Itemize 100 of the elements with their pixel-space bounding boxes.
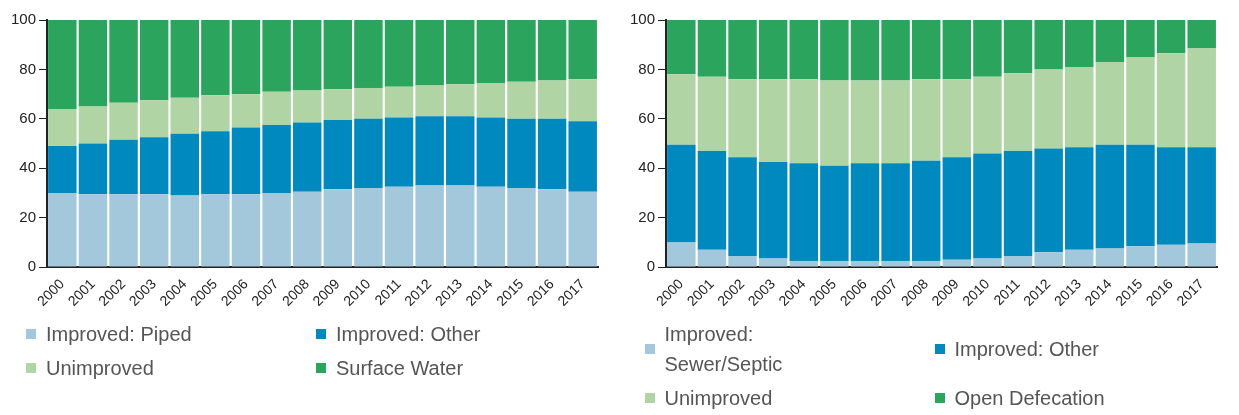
bar xyxy=(1125,144,1155,247)
bar xyxy=(170,97,199,134)
bar xyxy=(972,153,1002,259)
y-tick-label: 0 xyxy=(646,257,655,275)
bar xyxy=(666,144,696,243)
bar xyxy=(1064,66,1093,148)
bar xyxy=(1064,249,1093,267)
bar xyxy=(568,79,597,122)
bar xyxy=(1095,20,1124,63)
bar xyxy=(727,79,757,158)
y-tick-label: 100 xyxy=(11,10,37,28)
legend-label: Unimproved xyxy=(664,386,773,411)
bar xyxy=(727,157,757,256)
bar xyxy=(48,108,77,147)
bar xyxy=(880,163,910,261)
bar xyxy=(446,20,475,85)
bar xyxy=(78,20,108,107)
bar xyxy=(354,118,383,189)
bar xyxy=(292,191,322,267)
bar xyxy=(727,20,757,80)
bar xyxy=(78,143,108,195)
bar xyxy=(170,20,199,98)
bar xyxy=(789,260,818,267)
bar xyxy=(139,194,169,267)
bar xyxy=(1125,57,1155,145)
bar xyxy=(819,260,849,267)
bar xyxy=(911,260,940,267)
bar xyxy=(139,20,169,101)
y-tick-label: 0 xyxy=(27,257,37,275)
bar xyxy=(1064,147,1093,250)
bar xyxy=(507,188,536,267)
bar xyxy=(942,157,971,260)
bar xyxy=(1186,147,1216,244)
bar xyxy=(850,260,879,267)
bar xyxy=(476,117,506,187)
bar xyxy=(697,76,726,151)
bar xyxy=(942,20,971,80)
bar xyxy=(880,20,910,81)
bar xyxy=(972,258,1002,267)
bar xyxy=(170,195,199,267)
bar xyxy=(323,120,353,190)
bar xyxy=(911,79,940,161)
bar xyxy=(789,79,818,164)
bar xyxy=(415,185,444,267)
bar xyxy=(1033,20,1063,70)
bar xyxy=(384,186,414,267)
bar xyxy=(697,249,726,267)
bar xyxy=(170,133,199,196)
bar xyxy=(1125,20,1155,58)
y-tick-label: 60 xyxy=(19,108,37,126)
bar xyxy=(1033,252,1063,267)
bar xyxy=(537,80,567,119)
bar xyxy=(507,81,536,119)
bar xyxy=(1186,243,1216,267)
bar xyxy=(758,20,787,80)
bar xyxy=(1156,244,1185,267)
bar xyxy=(384,20,414,87)
bar xyxy=(354,20,383,88)
bar xyxy=(139,100,169,138)
bar xyxy=(850,20,879,81)
legend-label: Open Defecation xyxy=(954,386,1105,411)
legend-label: Improved: Sewer/Septic xyxy=(664,322,784,377)
y-tick-label: 80 xyxy=(19,59,37,77)
bar xyxy=(537,20,567,81)
bar xyxy=(323,20,353,90)
legend-label: Improved: Other xyxy=(336,322,481,347)
bar xyxy=(819,20,849,81)
bar xyxy=(1095,144,1124,249)
bar xyxy=(666,242,696,267)
bar xyxy=(537,118,567,190)
bar xyxy=(1003,73,1032,151)
y-tick-label: 40 xyxy=(19,158,37,176)
bar xyxy=(292,20,322,91)
bar xyxy=(972,20,1002,77)
bar xyxy=(1125,246,1155,267)
bar xyxy=(1095,248,1124,267)
bar xyxy=(476,83,506,118)
bar xyxy=(1156,20,1185,54)
bar xyxy=(292,90,322,123)
bar xyxy=(446,84,475,117)
bar xyxy=(1033,148,1063,253)
bar xyxy=(1003,20,1032,74)
bar xyxy=(48,20,77,109)
bar xyxy=(292,122,322,192)
bar xyxy=(819,165,849,261)
bar xyxy=(262,91,291,126)
bar xyxy=(201,194,230,267)
bar xyxy=(568,191,597,267)
bar xyxy=(476,186,506,267)
legend-label: Improved: Other xyxy=(954,337,1100,362)
bar xyxy=(1156,53,1185,148)
bar xyxy=(109,20,138,103)
bar xyxy=(201,20,230,96)
bar xyxy=(415,85,444,117)
bar xyxy=(507,118,536,189)
bar xyxy=(384,86,414,118)
bar xyxy=(758,162,787,259)
bar xyxy=(323,89,353,121)
bar xyxy=(850,163,879,261)
bar xyxy=(758,258,787,267)
